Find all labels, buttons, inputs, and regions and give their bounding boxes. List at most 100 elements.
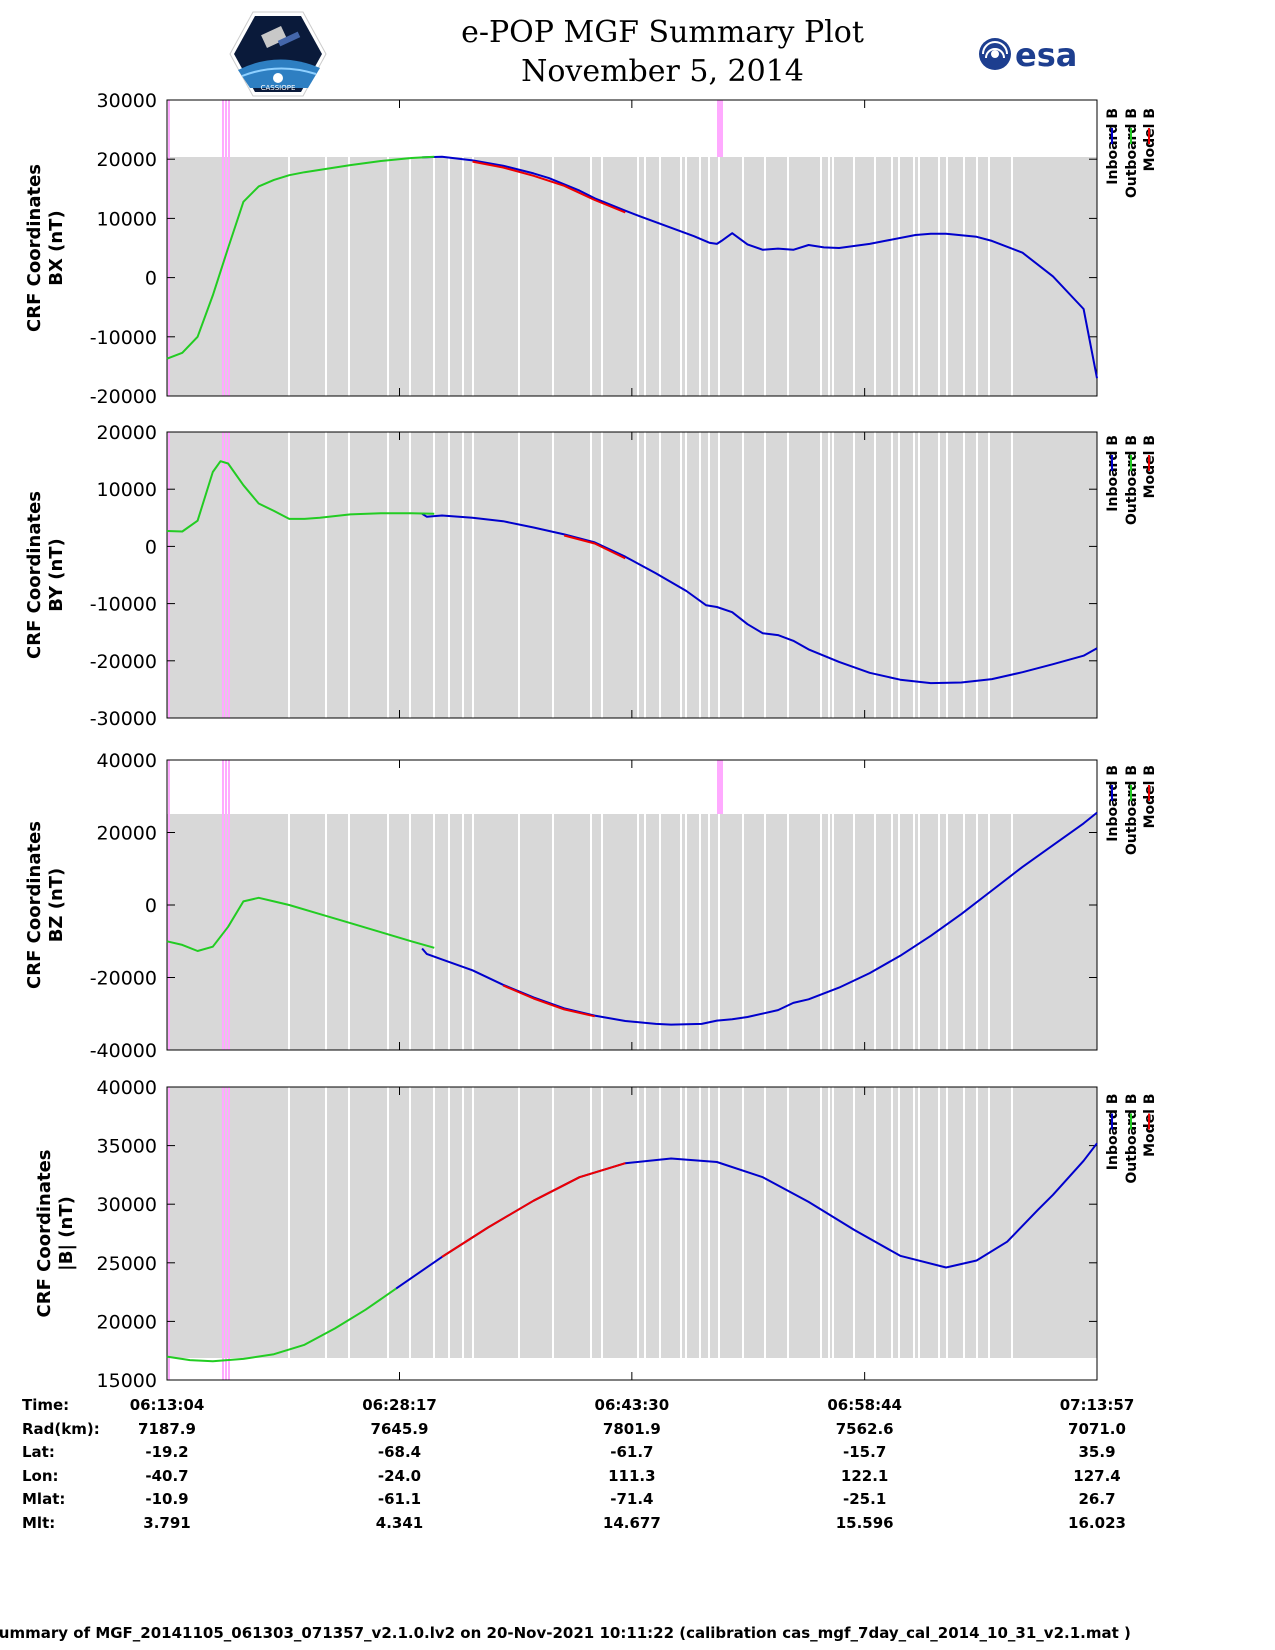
data-gap-bar (518, 157, 520, 396)
svg-text:esa: esa (1015, 36, 1077, 74)
series-line-outboard-b (166, 896, 435, 952)
plot-title: e-POP MGF Summary Plot (461, 15, 864, 50)
y-tick-label: 40000 (97, 1077, 157, 1099)
data-gap-bar (448, 814, 450, 1050)
ephemeris-value: 35.9 (1078, 1443, 1116, 1461)
data-gap-bar (1011, 432, 1013, 718)
data-gap-bar (680, 157, 682, 396)
data-gap-bar (462, 814, 464, 1050)
event-marker (222, 100, 224, 396)
y-tick-label: -20000 (90, 386, 157, 408)
data-gap-bar (787, 157, 789, 396)
data-gap-bar (409, 157, 411, 396)
data-gap-bar (699, 1087, 701, 1358)
data-gap-bar (988, 157, 990, 396)
y-axis-label: |B| (nT) (56, 1196, 77, 1271)
data-gap-bar (387, 432, 389, 718)
event-marker (228, 432, 230, 718)
y-tick-label: -10000 (90, 594, 157, 616)
data-gap-bar (348, 432, 350, 718)
data-gap-bar (325, 814, 327, 1050)
plot-date: November 5, 2014 (521, 54, 804, 89)
data-gap-bar (448, 1087, 450, 1358)
ephemeris-value: 15.596 (835, 1514, 894, 1532)
y-tick-label: -40000 (90, 1040, 157, 1062)
y-tick-label: 30000 (97, 1194, 157, 1216)
data-gap-bar (518, 814, 520, 1050)
data-gap-bar (699, 157, 701, 396)
event-marker (168, 100, 170, 396)
data-gap-bar (433, 814, 435, 1050)
data-gap-bar (409, 814, 411, 1050)
y-tick-label: -10000 (90, 327, 157, 349)
data-gap-bar (685, 157, 687, 396)
data-gap-bar (832, 157, 834, 396)
data-gap-bar (891, 157, 893, 396)
data-gap-bar (685, 432, 687, 718)
data-gap-bar (644, 157, 646, 396)
y-tick-label: -30000 (90, 708, 157, 730)
data-gap-bar (680, 814, 682, 1050)
series-line-model-b (563, 534, 626, 560)
data-gap-bar (918, 432, 920, 718)
event-marker (168, 1087, 170, 1380)
y-axis-label: CRF Coordinates (24, 491, 45, 659)
event-marker (717, 100, 723, 157)
data-gap-bar (718, 432, 720, 718)
data-gap-bar (552, 157, 554, 396)
data-gap-bar (288, 432, 290, 718)
data-gap-bar (325, 1087, 327, 1358)
ephemeris-row-label: Mlat: (22, 1490, 66, 1508)
data-gap-bar (325, 157, 327, 396)
ephemeris-value: 06:28:17 (362, 1396, 437, 1414)
data-gap-bar (988, 432, 990, 718)
y-axis-label: BY (nT) (46, 538, 67, 612)
data-gap-bar (590, 1087, 592, 1358)
esa-logo: esa (979, 36, 1077, 74)
ephemeris-value: -61.7 (610, 1443, 654, 1461)
event-marker (717, 760, 723, 814)
data-gap-bar (680, 1087, 682, 1358)
data-gap-bar (828, 1087, 830, 1358)
data-gap-bar (462, 432, 464, 718)
data-gap-bar (874, 432, 876, 718)
data-gap-bar (976, 814, 978, 1050)
ephemeris-value: 06:58:44 (827, 1396, 902, 1414)
ephemeris-value: 06:13:04 (129, 1396, 205, 1414)
data-gap-bar (853, 1087, 855, 1358)
legend-label: Outboard B (1124, 1094, 1140, 1184)
data-gap-bar (448, 157, 450, 396)
data-gap-bar (409, 1087, 411, 1358)
data-gap-bar (963, 157, 965, 396)
data-gap-bar (913, 432, 915, 718)
y-tick-label: 0 (145, 895, 157, 917)
data-gap-bar (659, 157, 661, 396)
y-tick-label: 35000 (97, 1136, 157, 1158)
data-gap-bar (348, 1087, 350, 1358)
coverage-region (167, 432, 1097, 718)
data-gap-bar (601, 1087, 603, 1358)
ephemeris-value: 7071.0 (1068, 1420, 1126, 1438)
y-axis-label: CRF Coordinates (24, 164, 45, 332)
ephemeris-value: -24.0 (377, 1467, 422, 1485)
event-marker (225, 100, 227, 396)
data-gap-bar (1011, 814, 1013, 1050)
data-gap-bar (433, 1087, 435, 1358)
data-gap-bar (963, 814, 965, 1050)
legend-label: Inboard B (1105, 765, 1121, 842)
data-gap-bar (946, 814, 948, 1050)
data-gap-bar (938, 814, 940, 1050)
data-gap-bar (387, 1087, 389, 1358)
data-gap-bar (832, 814, 834, 1050)
ephemeris-value: 06:43:30 (594, 1396, 670, 1414)
data-gap-bar (891, 814, 893, 1050)
y-tick-label: 30000 (97, 90, 157, 112)
data-gap-bar (699, 432, 701, 718)
data-gap-bar (601, 814, 603, 1050)
data-gap-bar (874, 157, 876, 396)
data-gap-bar (938, 1087, 940, 1358)
data-gap-bar (976, 157, 978, 396)
ephemeris-value: 26.7 (1078, 1490, 1116, 1508)
y-axis-label: BZ (nT) (46, 868, 67, 943)
data-gap-bar (946, 432, 948, 718)
